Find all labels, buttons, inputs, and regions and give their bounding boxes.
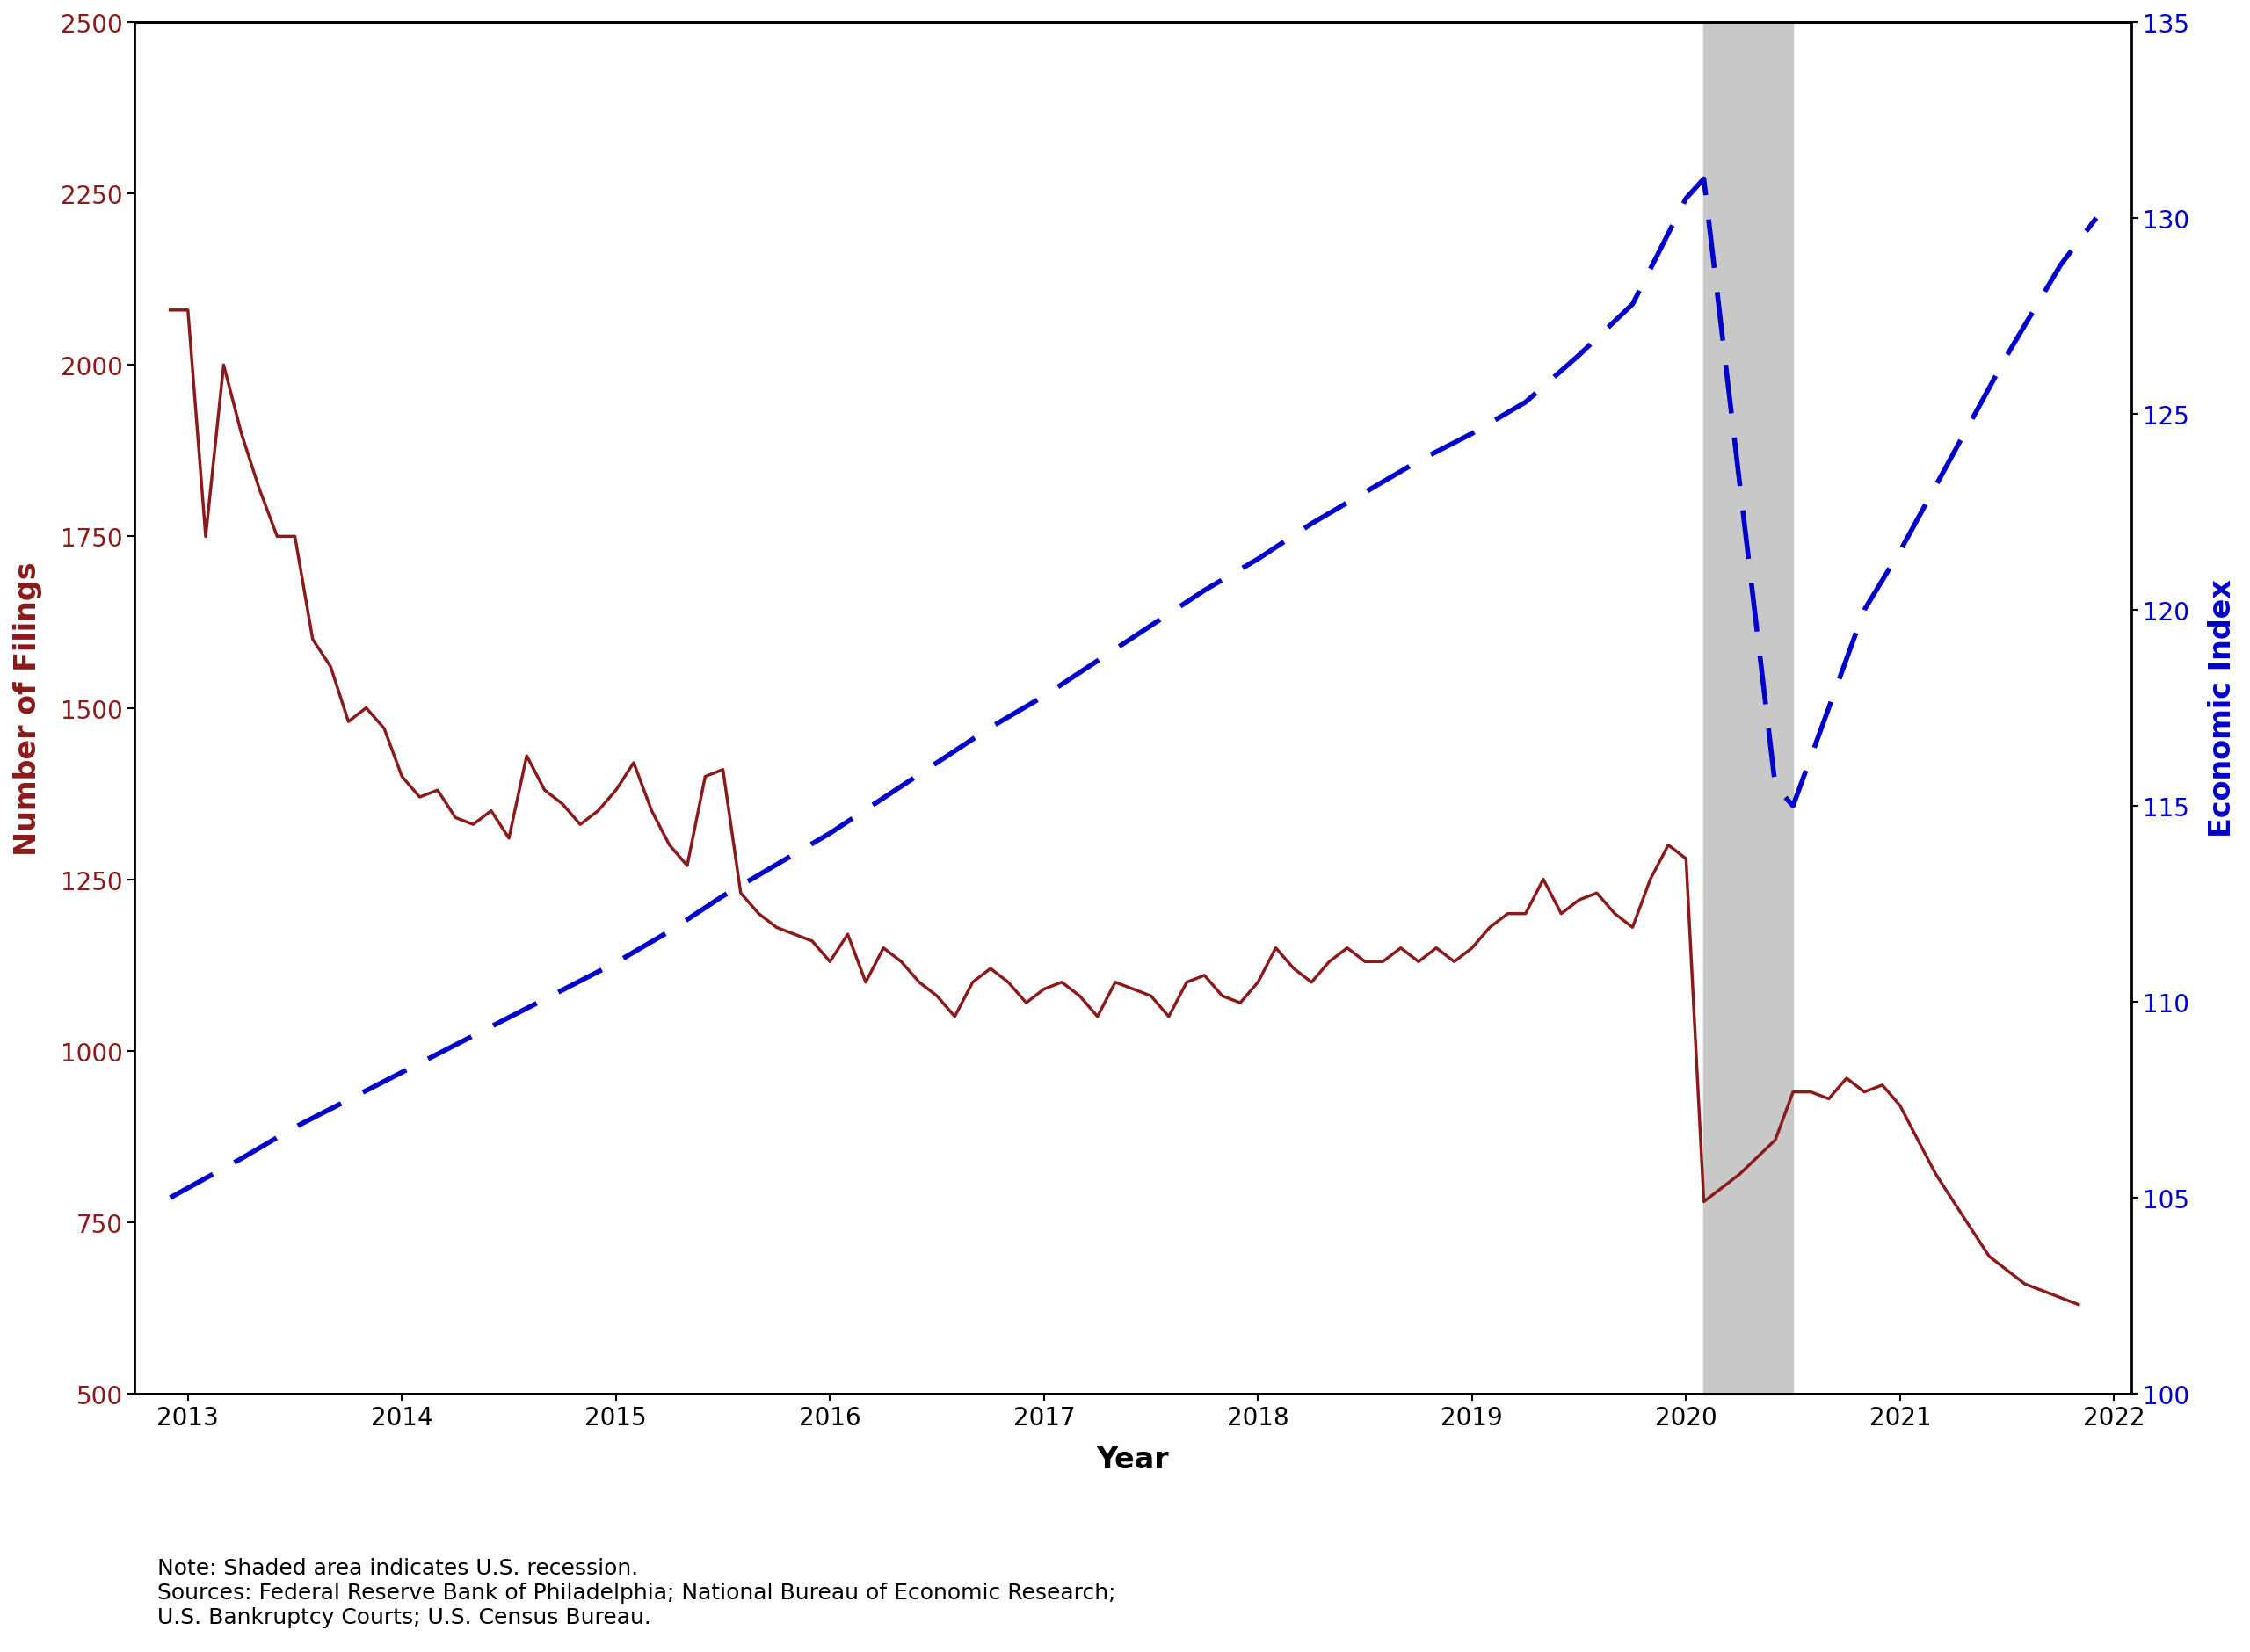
Y-axis label: Number of Filings: Number of Filings [14,562,43,856]
Text: Note: Shaded area indicates U.S. recession.
Sources: Federal Reserve Bank of Phi: Note: Shaded area indicates U.S. recessi… [158,1558,1116,1627]
Bar [1703,23,1793,1394]
X-axis label: Year: Year [1096,1444,1170,1474]
Y-axis label: Economic Index: Economic Index [2207,580,2237,838]
